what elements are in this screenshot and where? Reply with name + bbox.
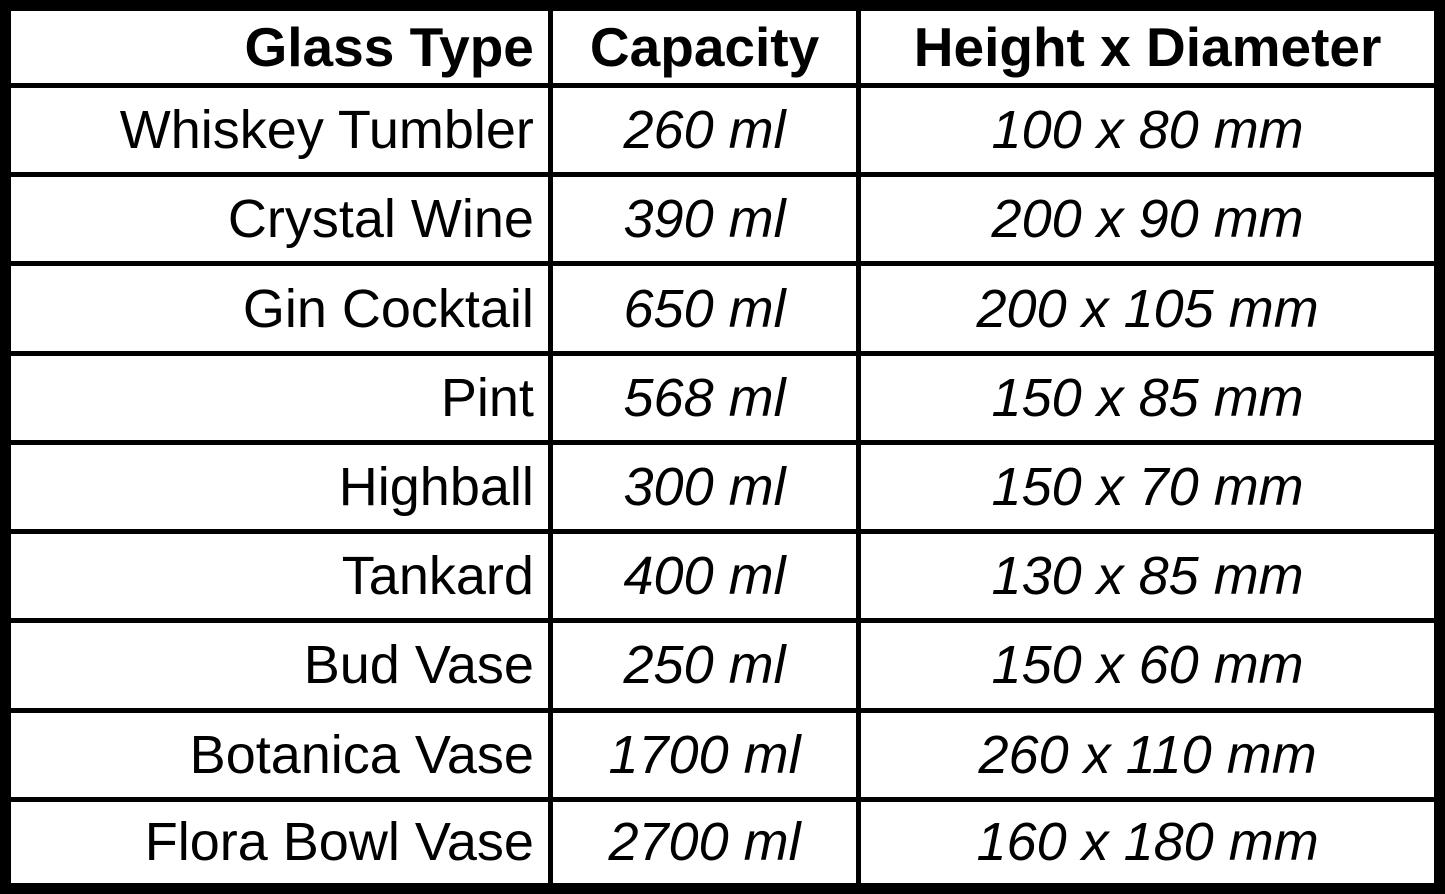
table-row: Whiskey Tumbler 260 ml 100 x 80 mm [3,82,1442,178]
cell-glass-type: Highball [3,439,553,535]
table-row: Gin Cocktail 650 ml 200 x 105 mm [3,261,1442,356]
cell-capacity: 300 ml [547,439,862,535]
cell-capacity: 260 ml [547,82,862,178]
table-row: Crystal Wine 390 ml 200 x 90 mm [3,172,1442,267]
table-row: Botanica Vase 1700 ml 260 x 110 mm [3,707,1442,802]
column-header-capacity: Capacity [547,3,862,88]
cell-dimensions: 130 x 85 mm [856,529,1442,624]
cell-glass-type: Flora Bowl Vase [3,796,553,892]
cell-capacity: 390 ml [547,172,862,267]
cell-dimensions: 150 x 60 mm [856,618,1442,713]
table-row: Highball 300 ml 150 x 70 mm [3,439,1442,535]
cell-glass-type: Botanica Vase [3,707,553,802]
cell-capacity: 2700 ml [547,796,862,892]
cell-dimensions: 100 x 80 mm [856,82,1442,178]
column-header-height-x-diameter: Height x Diameter [856,3,1442,88]
cell-dimensions: 150 x 85 mm [856,350,1442,445]
header-row: Glass Type Capacity Height x Diameter [3,3,1442,88]
table-row: Pint 568 ml 150 x 85 mm [3,350,1442,445]
column-header-glass-type: Glass Type [3,3,553,88]
cell-glass-type: Tankard [3,529,553,624]
cell-capacity: 1700 ml [547,707,862,802]
cell-dimensions: 260 x 110 mm [856,707,1442,802]
cell-dimensions: 150 x 70 mm [856,439,1442,535]
table-body: Whiskey Tumbler 260 ml 100 x 80 mm Cryst… [3,82,1442,892]
cell-glass-type: Pint [3,350,553,445]
cell-capacity: 400 ml [547,529,862,624]
cell-capacity: 250 ml [547,618,862,713]
cell-glass-type: Gin Cocktail [3,261,553,356]
table-row: Flora Bowl Vase 2700 ml 160 x 180 mm [3,796,1442,892]
cell-glass-type: Whiskey Tumbler [3,82,553,178]
cell-capacity: 568 ml [547,350,862,445]
table-header: Glass Type Capacity Height x Diameter [3,3,1442,88]
table-row: Bud Vase 250 ml 150 x 60 mm [3,618,1442,713]
cell-dimensions: 200 x 90 mm [856,172,1442,267]
cell-dimensions: 160 x 180 mm [856,796,1442,892]
cell-glass-type: Bud Vase [3,618,553,713]
table-row: Tankard 400 ml 130 x 85 mm [3,529,1442,624]
cell-dimensions: 200 x 105 mm [856,261,1442,356]
cell-capacity: 650 ml [547,261,862,356]
cell-glass-type: Crystal Wine [3,172,553,267]
